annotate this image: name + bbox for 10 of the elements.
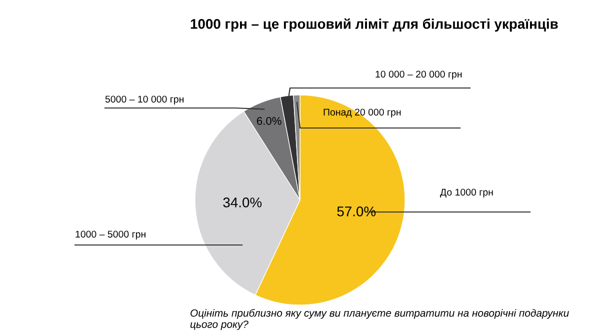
data-label: 6.0% <box>256 117 282 125</box>
slice-label: 10 000 – 20 000 грн <box>376 70 462 80</box>
slice-label: Понад 20 000 грн <box>324 108 401 118</box>
slice-label: До 1000 грн <box>440 188 493 198</box>
slice-label: 5000 – 10 000 грн <box>105 96 184 105</box>
slice-label: 1000 – 5000 грн <box>76 230 146 240</box>
text: Оцініть приблизно яку суму ви плануєте витратити на новорічні подарунки цього року? <box>190 308 569 330</box>
data-label: 34.0% <box>223 198 262 208</box>
data-label: 57.0% <box>337 206 376 216</box>
chart-title: 1000 грн – це грошовий ліміт для більшості українців <box>190 18 558 32</box>
